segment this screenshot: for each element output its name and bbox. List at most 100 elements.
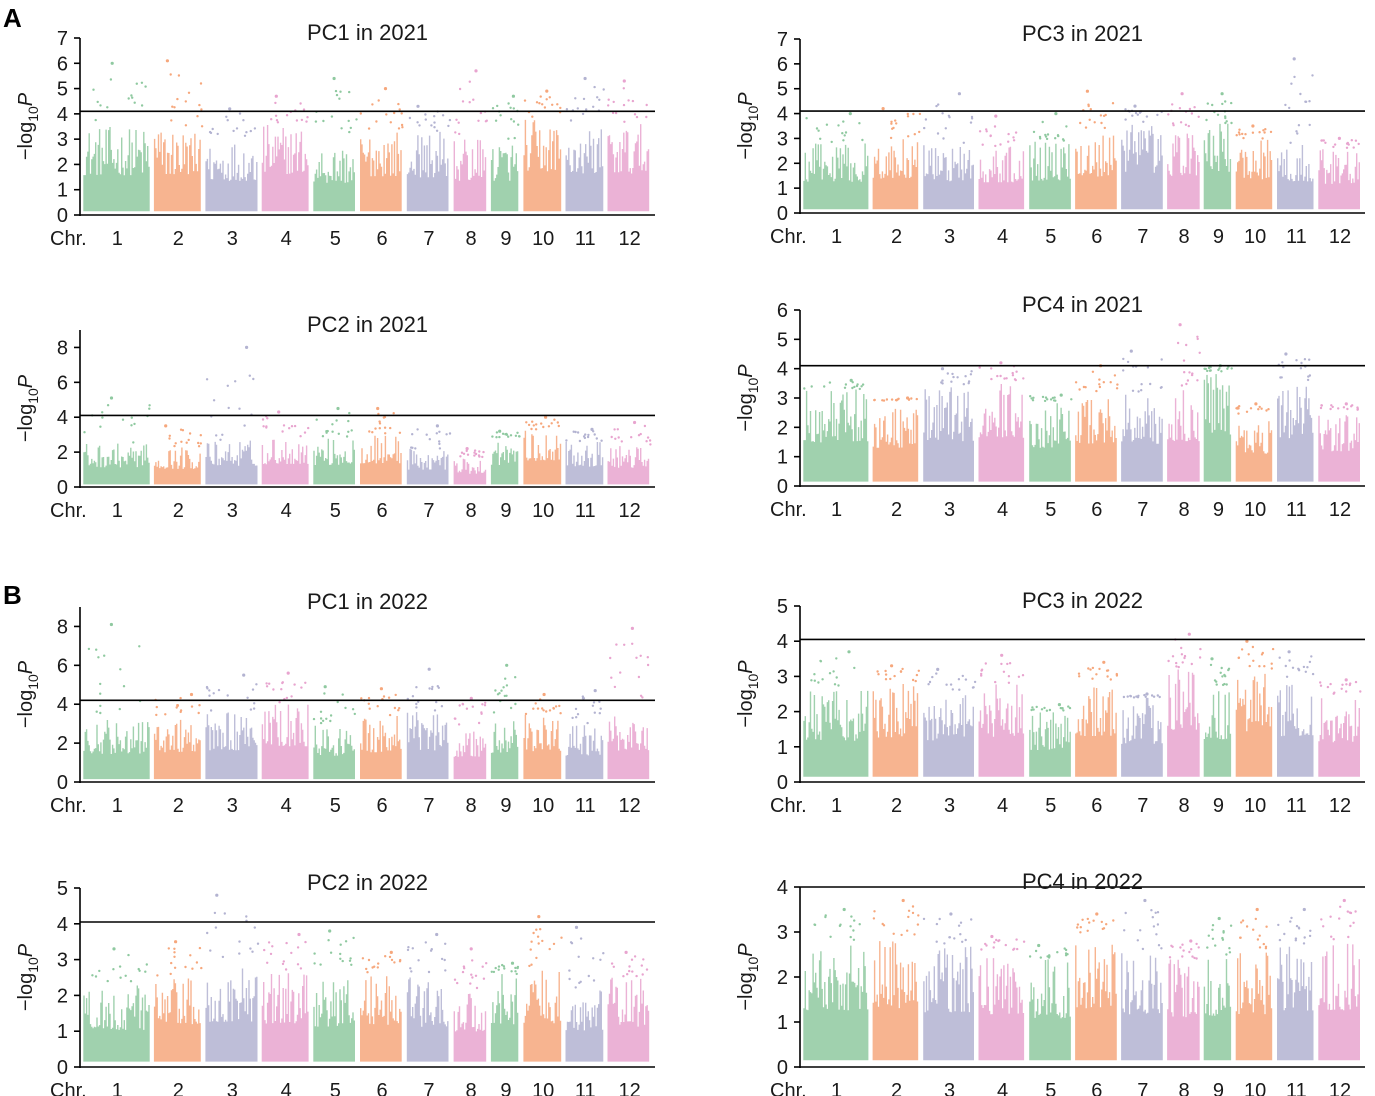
snp-point	[1193, 106, 1196, 109]
snp-point	[510, 970, 513, 973]
snp-point	[631, 642, 634, 645]
snp-point	[1193, 956, 1196, 960]
snp-point	[1198, 351, 1201, 354]
snp-point	[1260, 653, 1264, 656]
snp-cloud	[1318, 149, 1360, 210]
snp-point	[365, 967, 368, 971]
snp-point	[245, 131, 248, 134]
snp-point	[552, 706, 555, 710]
snp-point	[1129, 695, 1133, 698]
snp-point	[345, 435, 349, 438]
snp-point	[592, 701, 596, 704]
snp-point	[1054, 137, 1057, 140]
snp-point	[339, 952, 342, 956]
peak-snp-point	[469, 947, 473, 951]
snp-point	[1230, 367, 1233, 370]
y-tick-label: 0	[57, 205, 68, 227]
snp-point	[1062, 709, 1065, 712]
snp-point	[179, 696, 182, 700]
snp-point	[1333, 143, 1337, 146]
snp-point	[397, 709, 400, 712]
snp-point	[255, 683, 258, 686]
snp-point	[448, 432, 452, 435]
snp-point	[109, 78, 113, 81]
snp-point	[1309, 929, 1312, 932]
snp-point	[532, 424, 535, 427]
snp-point	[1357, 142, 1360, 146]
peak-snp-point	[323, 685, 327, 689]
chromosome-7-points	[406, 667, 449, 780]
snp-point	[1238, 133, 1241, 136]
snp-point	[1012, 136, 1015, 139]
snp-point	[471, 976, 474, 979]
snp-point	[164, 713, 167, 716]
chromosome-label: 2	[173, 795, 184, 817]
peak-snp-point	[164, 424, 168, 428]
snp-point	[495, 436, 498, 439]
snp-point	[1150, 694, 1154, 697]
snp-point	[1091, 666, 1095, 670]
snp-point	[534, 428, 538, 431]
snp-point	[1029, 395, 1032, 398]
snp-point	[481, 703, 484, 706]
snp-point	[1126, 360, 1130, 364]
snp-point	[950, 380, 953, 383]
chromosome-11-points	[1277, 650, 1315, 777]
snp-point	[101, 416, 104, 419]
snp-point	[568, 977, 571, 981]
peak-snp-point	[999, 361, 1003, 365]
snp-point	[1098, 378, 1101, 381]
snp-point	[344, 940, 348, 943]
snp-point	[1308, 358, 1311, 361]
chromosome-5-points	[1029, 393, 1073, 482]
snp-point	[271, 945, 274, 948]
chromosome-8-points	[453, 696, 487, 780]
snp-point	[1030, 708, 1033, 712]
plot-title: PC2 in 2022	[307, 870, 428, 895]
snp-point	[1006, 662, 1009, 666]
snp-point	[993, 941, 996, 944]
snp-point	[1178, 107, 1182, 110]
snp-point	[1150, 909, 1153, 912]
snp-cloud	[607, 716, 650, 780]
snp-point	[388, 713, 392, 717]
peak-snp-point	[379, 687, 383, 691]
chromosome-label: 9	[500, 795, 511, 817]
snp-point	[415, 702, 418, 706]
snp-point	[1307, 375, 1310, 378]
snp-point	[581, 112, 585, 116]
snp-point	[1295, 130, 1298, 133]
y-axis-label: −log10P	[735, 943, 761, 1011]
snp-cloud	[1167, 959, 1200, 1061]
snp-point	[399, 958, 402, 962]
chromosome-7-points	[1121, 692, 1163, 777]
snp-point	[1322, 139, 1326, 142]
chromosome-label: 10	[1244, 226, 1266, 248]
snp-point	[559, 712, 562, 715]
snp-point	[855, 384, 859, 388]
snp-point	[1046, 398, 1049, 401]
snp-point	[335, 93, 339, 97]
snp-point	[612, 100, 615, 104]
y-tick-label: 4	[777, 104, 788, 126]
snp-cloud	[1203, 374, 1232, 482]
snp-point	[595, 437, 598, 440]
snp-point	[509, 434, 513, 437]
snp-point	[1303, 358, 1307, 361]
snp-point	[918, 112, 922, 116]
chromosome-3-points	[205, 345, 258, 485]
snp-point	[1337, 407, 1340, 410]
peak-snp-point	[416, 104, 420, 108]
snp-point	[483, 704, 487, 707]
y-tick-label: 2	[777, 967, 788, 989]
chromosome-label: 8	[465, 228, 476, 250]
chromosome-label: 4	[281, 1080, 292, 1096]
snp-point	[329, 719, 332, 723]
snp-point	[459, 455, 462, 458]
snp-point	[329, 951, 333, 954]
chromosome-8-points	[1167, 632, 1202, 777]
y-tick-label: 7	[777, 29, 788, 51]
chromosome-label: 7	[1137, 1080, 1148, 1096]
snp-point	[536, 935, 540, 938]
snp-point	[211, 127, 214, 131]
